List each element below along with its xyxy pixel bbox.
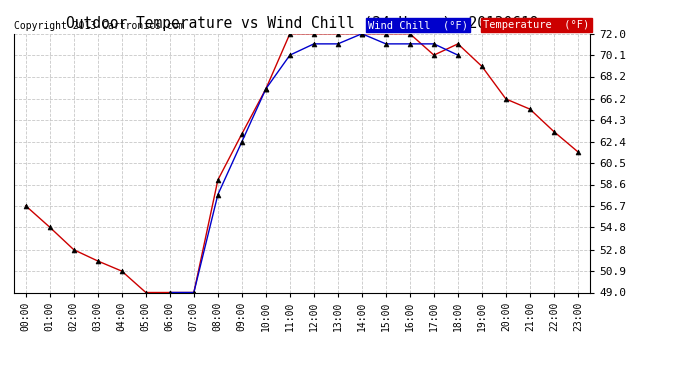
Text: Temperature  (°F): Temperature (°F) [484,20,590,30]
Text: Copyright 2013 Cartronics.com: Copyright 2013 Cartronics.com [14,21,184,31]
Title: Outdoor Temperature vs Wind Chill (24 Hours)  20130619: Outdoor Temperature vs Wind Chill (24 Ho… [66,16,538,31]
Text: Wind Chill  (°F): Wind Chill (°F) [368,20,468,30]
